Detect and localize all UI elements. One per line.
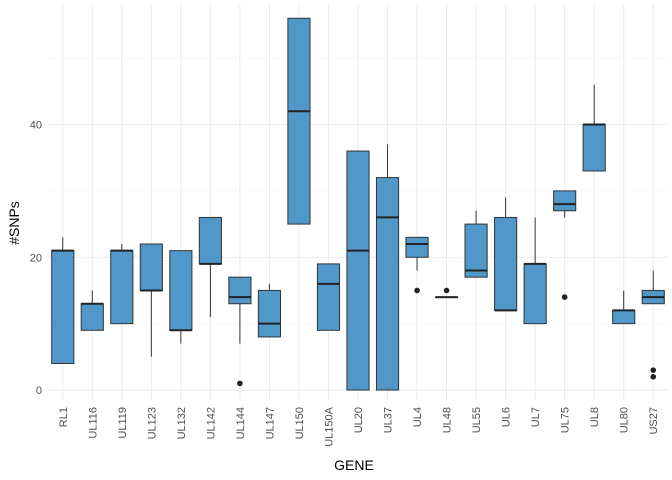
box-rect <box>80 303 104 331</box>
box-rect <box>523 263 547 325</box>
x-tick-label: UL142 <box>205 407 217 439</box>
outlier-point <box>414 287 420 294</box>
box-rect <box>110 250 134 325</box>
y-tick-label: 40 <box>30 119 42 131</box>
x-tick-label: UL123 <box>146 407 158 439</box>
box-rect <box>257 289 282 338</box>
x-tick-label: UL75 <box>560 407 572 433</box>
box-RL1 <box>51 237 75 364</box>
x-tick-label: UL7 <box>530 407 542 427</box>
y-axis-title: #SNPs <box>6 201 22 245</box>
box-rect <box>346 150 370 391</box>
box-UL80 <box>612 290 636 325</box>
outlier-point <box>650 367 657 373</box>
outlier-point <box>237 380 243 387</box>
box-UL150A <box>316 263 341 331</box>
box-UL8 <box>582 84 606 172</box>
x-tick-label: UL147 <box>264 407 276 439</box>
y-tick-label: 0 <box>36 385 42 397</box>
y-tick-labels: 0 20 40 <box>30 119 42 397</box>
box-UL48 <box>435 287 459 299</box>
box-UL4 <box>405 236 429 294</box>
x-tick-label: UL150A <box>323 406 335 446</box>
box-UL116 <box>80 290 104 331</box>
box-UL144 <box>228 276 252 387</box>
box-rect <box>169 250 193 331</box>
x-tick-label: UL132 <box>176 407 188 439</box>
x-tick-labels: RL1 UL116 UL119 UL123 UL132 UL142 UL144 UL147 UL… <box>58 406 660 446</box>
box-rect <box>139 243 163 291</box>
box-UL7 <box>523 217 547 325</box>
x-tick-label: UL144 <box>235 407 247 439</box>
x-tick-label: UL20 <box>353 407 365 433</box>
box-rect <box>612 309 636 325</box>
box-rect <box>405 236 429 258</box>
box-rect <box>287 17 311 225</box>
x-tick-label: UL116 <box>87 407 99 439</box>
box-rect <box>582 123 606 172</box>
outlier-point <box>561 294 568 300</box>
outlier-point <box>443 287 450 294</box>
box-UL20 <box>346 150 370 391</box>
box-UL150 <box>287 17 311 225</box>
box-UL142 <box>198 216 222 318</box>
y-tick-label: 20 <box>30 252 42 264</box>
x-tick-label: UL8 <box>589 407 601 427</box>
box-rect <box>464 223 488 278</box>
x-tick-label: UL6 <box>501 407 513 427</box>
box-US27 <box>641 270 665 380</box>
x-tick-label: UL37 <box>383 407 395 433</box>
x-tick-label: UL4 <box>412 407 424 427</box>
x-tick-label: UL119 <box>117 407 129 439</box>
box-rect <box>228 276 252 305</box>
x-tick-label: RL1 <box>58 407 70 427</box>
boxes-layer <box>51 17 665 391</box>
x-tick-label: US27 <box>648 407 660 435</box>
box-rect <box>316 263 341 331</box>
box-UL119 <box>110 243 134 325</box>
x-tick-label: UL55 <box>471 407 483 433</box>
box-rect <box>553 190 577 212</box>
box-rect <box>51 250 75 364</box>
x-tick-label: UL150 <box>294 407 306 439</box>
box-UL147 <box>257 283 282 338</box>
box-UL123 <box>139 243 163 357</box>
x-tick-label: UL80 <box>619 407 631 433</box>
box-UL132 <box>169 250 193 344</box>
box-UL6 <box>494 197 518 312</box>
box-UL75 <box>553 190 577 300</box>
x-tick-label: UL48 <box>442 407 454 433</box>
x-axis-title: GENE <box>334 457 374 473</box>
box-rect <box>198 216 222 265</box>
box-rect <box>494 216 518 311</box>
box-rect <box>375 177 400 391</box>
box-UL37 <box>375 144 400 391</box>
outlier-point <box>650 373 657 380</box>
box-UL55 <box>464 210 488 278</box>
